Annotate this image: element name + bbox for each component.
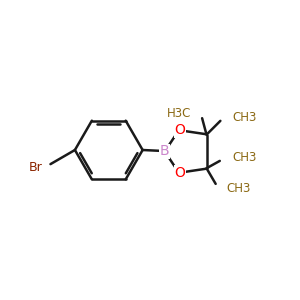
Text: CH3: CH3 — [232, 152, 256, 164]
Text: O: O — [175, 166, 185, 180]
Text: CH3: CH3 — [226, 182, 250, 195]
Text: B: B — [160, 145, 169, 158]
Text: H3C: H3C — [167, 107, 191, 120]
Text: O: O — [175, 123, 185, 137]
Text: CH3: CH3 — [232, 110, 256, 124]
Text: Br: Br — [29, 161, 43, 174]
